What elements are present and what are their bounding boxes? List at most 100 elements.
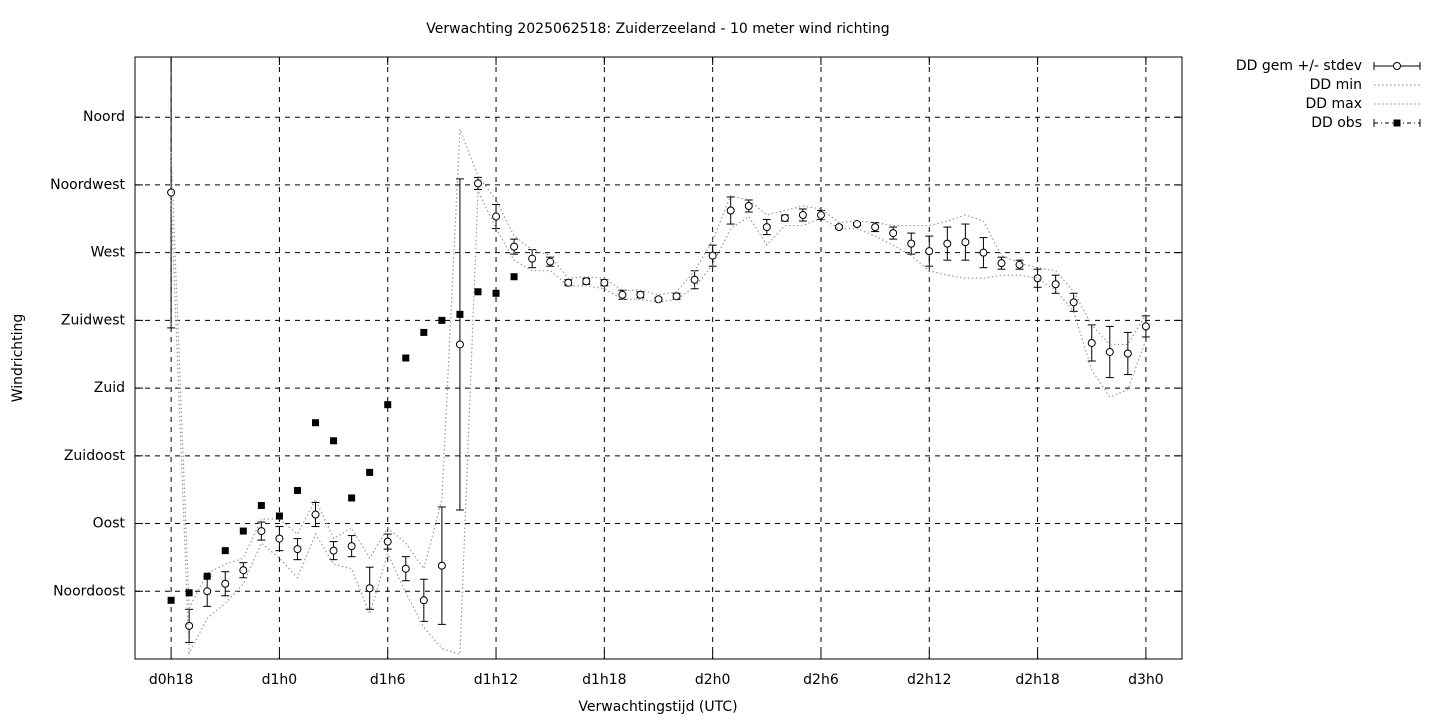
y-tick-label: Zuidoost [64, 448, 126, 464]
grid [135, 57, 1182, 659]
mean-point [203, 587, 212, 596]
mean-point [708, 251, 717, 260]
mean-point [1069, 298, 1078, 307]
legend-label: DD max [1305, 96, 1362, 112]
mean-point [997, 259, 1006, 268]
plot-frame [134, 56, 1183, 660]
obs-point [221, 547, 229, 555]
y-tick-label: Zuid [94, 380, 125, 396]
y-tick-label: West [91, 245, 126, 261]
mean-point [473, 179, 482, 188]
obs-point [293, 486, 301, 494]
mean-point [690, 275, 699, 284]
mean-point [293, 545, 302, 554]
mean-point [798, 211, 807, 220]
mean-point [329, 546, 338, 555]
legend-swatch [1393, 62, 1401, 70]
mean-point [311, 510, 320, 519]
line [170, 190, 1147, 656]
obs-point [330, 437, 338, 445]
mean-point [185, 621, 194, 630]
obs-point [384, 401, 392, 409]
x-tick-label: d2h12 [907, 672, 951, 688]
mean-point [239, 566, 248, 575]
mean-point [455, 340, 464, 349]
x-tick-label: d1h18 [582, 672, 626, 688]
mean-point [636, 290, 645, 299]
obs-point [420, 328, 428, 336]
mean-point [780, 214, 789, 223]
obs-point [185, 589, 193, 597]
x-tick-label: d0h18 [149, 672, 193, 688]
mean-point [672, 292, 681, 301]
x-tick-label: d1h6 [370, 672, 406, 688]
mean-point [961, 238, 970, 247]
mean-point [419, 596, 428, 605]
mean-point [546, 257, 555, 266]
obs-point [275, 512, 283, 520]
obs-point [456, 310, 464, 318]
mean-point [726, 206, 735, 215]
mean-point [889, 229, 898, 238]
plot-area [167, 57, 1150, 656]
legend-label: DD min [1310, 77, 1362, 93]
x-tick-label: d1h12 [474, 672, 518, 688]
obs-point [492, 289, 500, 297]
y-tick-label: Noordwest [50, 177, 125, 193]
obs-point [239, 527, 247, 535]
mean-point [347, 542, 356, 551]
obs-point [203, 572, 211, 580]
x-tick-label: d2h6 [803, 672, 839, 688]
mean-point [835, 223, 844, 232]
y-tick-label: Oost [93, 516, 126, 532]
legend: DD gem +/- stdev DD min DD max DD obs [1236, 58, 1421, 131]
mean-point [1105, 347, 1114, 356]
mean-point [383, 537, 392, 546]
mean-point [1123, 349, 1132, 358]
mean-point [1033, 274, 1042, 283]
x-tick-label: d3h0 [1128, 672, 1164, 688]
mean-point [762, 223, 771, 232]
mean-point [816, 211, 825, 220]
mean-point [528, 254, 537, 263]
mean-point [365, 584, 374, 593]
mean-point [1087, 338, 1096, 347]
x-tick-label: d1h0 [262, 672, 298, 688]
obs-point [167, 596, 175, 604]
y-tick-label: Zuidwest [61, 312, 126, 328]
mean-point [582, 277, 591, 286]
chart-title: Verwachting 2025062518: Zuiderzeeland - … [426, 21, 889, 37]
obs-point [402, 354, 410, 362]
legend-label: DD gem +/- stdev [1236, 58, 1362, 74]
mean-point [437, 561, 446, 570]
y-axis-title: Windrichting [10, 314, 26, 403]
mean-point [979, 248, 988, 257]
obs-point [257, 501, 265, 509]
mean-point [600, 278, 609, 287]
y-tick-label: Noordoost [53, 583, 125, 599]
mean-point [492, 212, 501, 221]
obs-point [312, 419, 320, 427]
line [170, 129, 1147, 611]
obs-point [510, 273, 518, 281]
obs-point [348, 494, 356, 502]
mean-point [871, 223, 880, 232]
mean-point [401, 564, 410, 573]
legend-label: DD obs [1311, 115, 1362, 131]
obs-point [366, 468, 374, 476]
mean-point [275, 534, 284, 543]
mean-point [744, 201, 753, 210]
x-axis-title: Verwachtingstijd (UTC) [578, 699, 737, 715]
mean-point [853, 220, 862, 229]
mean-point [618, 290, 627, 299]
obs-point [438, 316, 446, 324]
mean-point [1141, 322, 1150, 331]
mean-point [1051, 280, 1060, 289]
x-tick-label: d2h18 [1015, 672, 1059, 688]
mean-point [257, 527, 266, 536]
mean-point [943, 239, 952, 248]
x-tick-label: d2h0 [695, 672, 731, 688]
y-tick-label: Noord [83, 109, 125, 125]
